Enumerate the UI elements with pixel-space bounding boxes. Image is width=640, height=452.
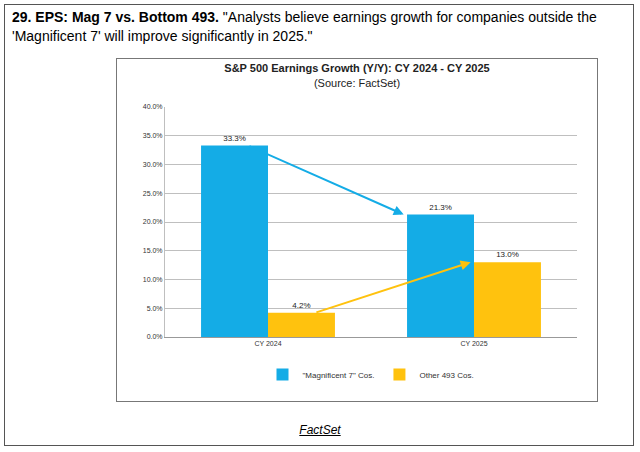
svg-text:30.0%: 30.0% — [143, 161, 163, 168]
svg-text:33.3%: 33.3% — [223, 134, 246, 143]
svg-text:S&P 500 Earnings Growth (Y/Y):: S&P 500 Earnings Growth (Y/Y): CY 2024 -… — [224, 62, 489, 88]
svg-text:35.0%: 35.0% — [143, 132, 163, 139]
svg-text:20.0%: 20.0% — [143, 218, 163, 225]
svg-text:4.2%: 4.2% — [292, 301, 310, 310]
svg-text:CY 2024: CY 2024 — [254, 340, 281, 347]
svg-text:CY 2025: CY 2025 — [460, 340, 487, 347]
svg-text:15.0%: 15.0% — [143, 247, 163, 254]
svg-text:25.0%: 25.0% — [143, 190, 163, 197]
svg-text:5.0%: 5.0% — [147, 305, 163, 312]
svg-text:10.0%: 10.0% — [143, 276, 163, 283]
html-text:29. EPS: Mag 7 vs. Bottom 493.: 29. EPS: Mag 7 vs. Bottom 493. "Analysts… — [12, 9, 597, 44]
svg-text:Other 493 Cos.: Other 493 Cos. — [419, 371, 473, 380]
svg-text:21.3%: 21.3% — [429, 203, 452, 212]
svg-text:0.0%: 0.0% — [147, 333, 163, 340]
svg-text:13.0%: 13.0% — [496, 250, 519, 259]
svg-text:"Magnificent 7" Cos.: "Magnificent 7" Cos. — [303, 371, 375, 380]
svg-text:40.0%: 40.0% — [143, 103, 163, 110]
html-text:FactSet: FactSet — [299, 423, 341, 437]
